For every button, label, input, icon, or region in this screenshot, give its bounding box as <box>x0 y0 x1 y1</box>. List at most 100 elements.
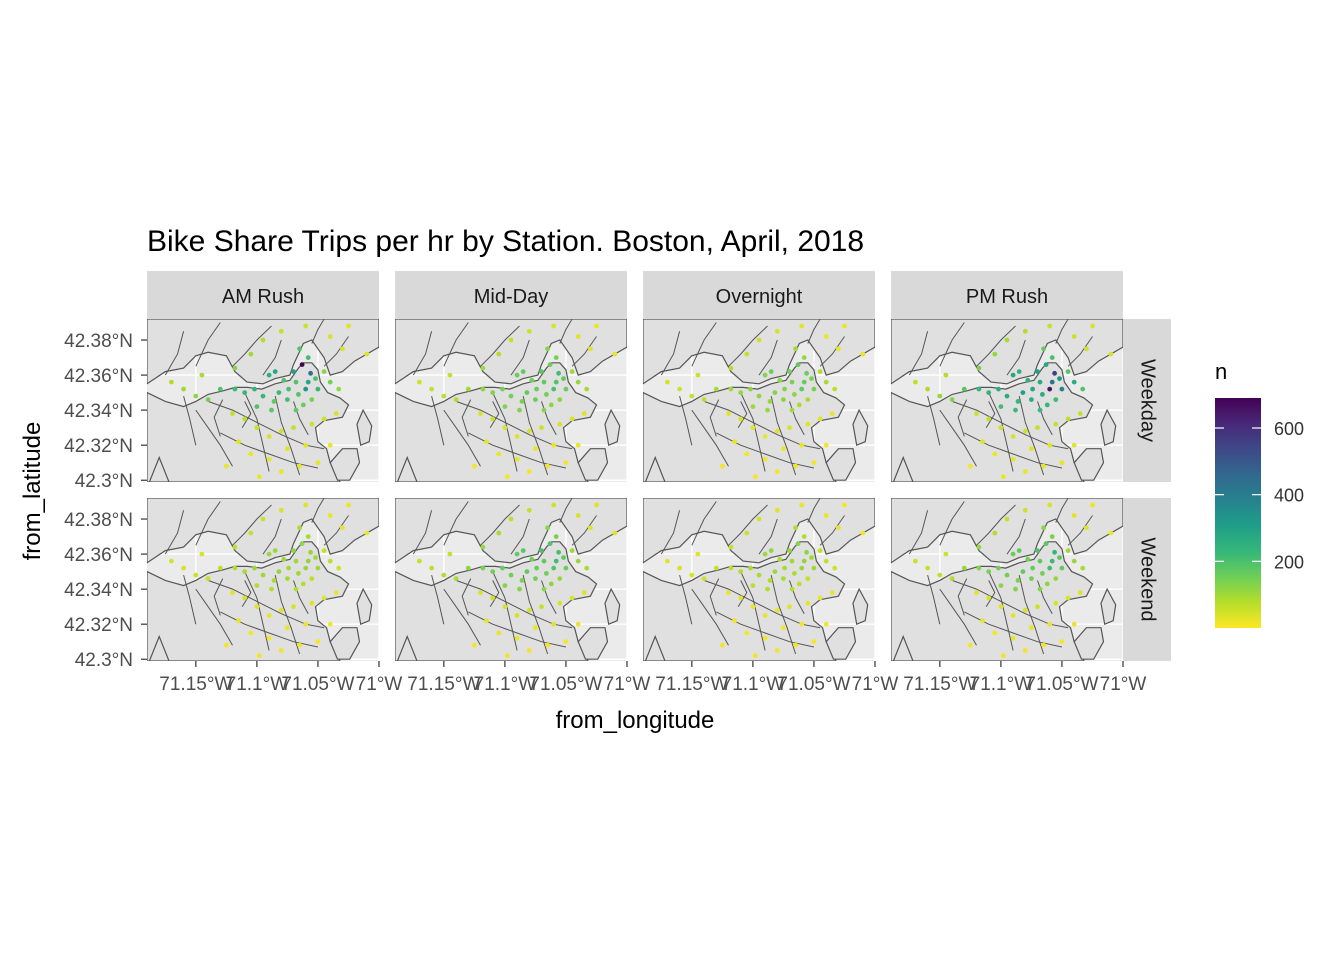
station-point <box>321 369 327 374</box>
station-point <box>1057 555 1062 560</box>
station-point <box>584 386 590 392</box>
station-point <box>272 369 278 374</box>
neighborhood-boundary <box>908 331 929 376</box>
station-point <box>539 425 544 431</box>
station-point <box>281 556 287 562</box>
station-point <box>811 639 817 645</box>
station-point <box>748 565 753 571</box>
station-point <box>762 551 768 557</box>
station-point <box>484 618 489 624</box>
station-point <box>333 411 339 416</box>
neighborhood-boundary <box>262 518 282 555</box>
station-point <box>782 386 787 392</box>
land-polygon <box>643 498 875 564</box>
neighborhood-boundary <box>1037 580 1053 614</box>
station-point <box>545 525 550 531</box>
neighborhood-boundary <box>510 518 530 555</box>
station-point <box>811 386 817 392</box>
station-point <box>169 379 174 385</box>
legend-title: n <box>1215 359 1227 384</box>
station-point <box>256 474 262 480</box>
station-point <box>1035 548 1040 553</box>
station-point <box>750 425 756 431</box>
neighborhood-boundary <box>412 331 433 376</box>
neighborhood-boundary <box>1067 336 1093 367</box>
station-point <box>541 379 547 385</box>
station-point <box>563 386 569 392</box>
station-point <box>315 386 321 392</box>
station-point <box>986 569 992 574</box>
station-point <box>553 558 559 564</box>
station-point <box>762 434 768 439</box>
station-point <box>271 578 277 583</box>
station-point <box>860 530 866 536</box>
station-point <box>588 525 593 531</box>
neighborhood-boundary <box>988 571 1014 651</box>
station-point <box>569 595 575 601</box>
station-point <box>1010 613 1016 618</box>
neighborhood-boundary <box>770 395 797 476</box>
station-point <box>823 379 829 385</box>
station-point <box>968 463 973 469</box>
station-point <box>340 346 345 352</box>
facet-panel <box>891 498 1123 661</box>
station-point <box>561 376 566 381</box>
neighborhood-boundary <box>691 588 729 646</box>
land-polygon <box>147 498 379 564</box>
x-tick-label: 71.05°W <box>529 674 602 695</box>
station-point <box>1020 569 1026 574</box>
station-point <box>728 386 734 392</box>
land-polygon <box>852 408 869 447</box>
station-point <box>986 416 992 422</box>
facet-strip-label: Weekday <box>1137 359 1159 442</box>
station-point <box>781 446 786 452</box>
station-point <box>248 351 254 357</box>
station-point <box>1049 355 1055 360</box>
station-point <box>327 621 333 627</box>
station-point <box>1022 648 1028 653</box>
station-point <box>340 525 345 531</box>
station-point <box>517 407 522 413</box>
station-point <box>750 404 756 409</box>
station-point <box>713 565 719 571</box>
neighborhood-boundary <box>789 580 805 614</box>
station-point <box>490 416 496 422</box>
station-point <box>732 618 737 624</box>
x-tick-label: 71.15°W <box>407 674 480 695</box>
station-point <box>248 630 254 636</box>
station-point <box>823 621 829 627</box>
neighborhood-boundary <box>207 400 325 450</box>
station-point <box>504 474 510 480</box>
neighborhood-boundary <box>244 571 270 651</box>
y-tick-label: 42.32°N <box>64 615 133 636</box>
neighborhood-boundary <box>951 400 1069 450</box>
neighborhood-boundary <box>262 339 282 376</box>
station-point <box>260 337 266 343</box>
station-point <box>744 451 750 457</box>
station-point <box>575 334 581 339</box>
station-point <box>1090 323 1095 329</box>
station-point <box>665 379 670 385</box>
station-point <box>1004 516 1010 522</box>
neighborhood-boundary <box>164 510 185 555</box>
land-polygon <box>892 455 914 482</box>
station-point <box>695 372 701 378</box>
x-tick-label: 71.15°W <box>903 674 976 695</box>
station-point <box>961 386 967 392</box>
station-point <box>224 642 229 648</box>
station-point <box>1044 581 1050 587</box>
neighborhood-boundary <box>691 501 717 546</box>
station-point <box>817 416 823 422</box>
station-point <box>563 565 569 571</box>
station-point <box>1037 379 1043 385</box>
station-point <box>293 407 299 413</box>
land-polygon <box>396 455 418 482</box>
station-point <box>752 474 758 480</box>
station-point <box>309 576 315 581</box>
station-point <box>313 555 318 560</box>
x-tick-label: 71.1°W <box>970 674 1033 695</box>
station-point <box>1000 653 1006 659</box>
y-tick-label: 42.3°N <box>75 650 133 671</box>
station-point <box>961 565 967 571</box>
station-point <box>726 590 731 595</box>
